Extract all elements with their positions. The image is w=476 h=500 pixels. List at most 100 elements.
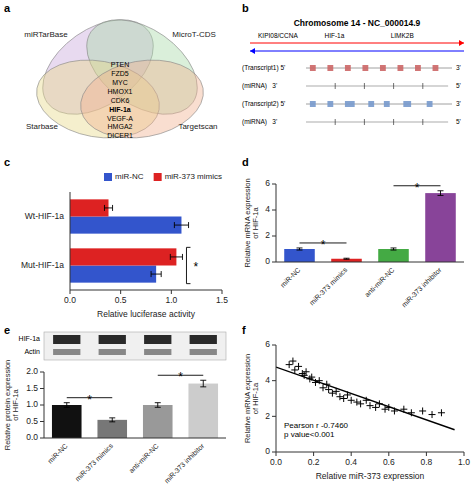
venn-gene: HMOX1 [108, 88, 133, 95]
x-tick-label: 0.0 [64, 295, 76, 305]
x-axis-label: Relative miR-373 expression [316, 471, 425, 481]
strand-arrow [250, 43, 464, 44]
x-tick-label: anti-miR-NC [128, 442, 160, 474]
x-tick-label: 0.6 [383, 457, 395, 467]
row-end-label: 5' [456, 82, 461, 89]
venn-set-label: Targetscan [178, 122, 217, 131]
legend-swatch [154, 173, 162, 181]
error-bar [109, 418, 115, 422]
bar [70, 199, 109, 216]
x-tick-label: 0.5 [115, 295, 127, 305]
scatter-point [357, 400, 364, 407]
row-end-label: 3' [456, 100, 461, 107]
gene-label: LIMK2B [391, 32, 414, 39]
y-axis-line [276, 184, 277, 262]
blot-band [99, 349, 126, 355]
y-tick [40, 388, 44, 389]
gene-label: HIF-1a [324, 32, 344, 39]
exon [310, 65, 316, 71]
x-tick [222, 290, 223, 294]
y-tick-label: 2 [265, 411, 270, 421]
y-tick-label: 2.0 [26, 366, 38, 376]
x-tick-label: 1.0 [165, 295, 177, 305]
y-tick-label: Mut-HIF-1a [21, 260, 64, 270]
y-tick [272, 452, 276, 453]
y-tick-label: 0 [265, 446, 270, 456]
x-tick [464, 452, 465, 456]
bar [52, 405, 82, 438]
x-tick-label: miR-373 mimics [308, 266, 349, 307]
seed-mark [422, 83, 423, 89]
legend-label: miR-NC [115, 172, 144, 181]
y-tick-label: 4 [265, 204, 270, 214]
seed-mark [364, 83, 365, 89]
x-tick-label: anti-miR-NC [363, 266, 395, 298]
blot-label: Actin [24, 348, 40, 355]
x-axis-line [276, 262, 464, 263]
panel-label: f [242, 324, 246, 336]
scatter-point [320, 384, 327, 391]
y-tick-label: 6 [265, 178, 270, 188]
x-tick-label: 0.4 [345, 457, 357, 467]
text-line: p value<0.001 [284, 430, 335, 439]
scatter-point [295, 363, 302, 370]
error-bar [104, 205, 112, 211]
scatter-point [419, 407, 426, 414]
exon [384, 101, 390, 107]
y-tick-label: 1.0 [26, 399, 38, 409]
scatter-point [336, 393, 343, 400]
x-tick-label: miR-NC [46, 442, 69, 465]
scatter-point [303, 368, 310, 375]
bar [378, 249, 409, 262]
x-tick [313, 452, 314, 456]
figure: miRTarBaseMicroT-CDSStarbaseTargetscanPT… [0, 0, 476, 500]
bars [284, 191, 456, 262]
legend: miR-NC miR-373 mimics [104, 172, 222, 181]
error-bar [174, 222, 188, 228]
significance-bracket [186, 247, 190, 283]
error-bar [64, 403, 70, 408]
bar [70, 217, 181, 234]
panel-label: d [242, 156, 249, 168]
x-tick-label: 0.2 [308, 457, 320, 467]
scatter-point [325, 386, 332, 393]
blot-band [53, 349, 80, 355]
row-label: (Transcript1) 5' [242, 64, 285, 72]
error-bar [151, 271, 161, 277]
x-tick [351, 452, 352, 456]
error-bar [170, 254, 182, 260]
legend-label: miR-373 mimics [165, 172, 222, 181]
exon [403, 101, 411, 107]
strand-arrow-head [250, 48, 255, 54]
y-tick-label: 2 [265, 230, 270, 240]
scatter-point [367, 402, 374, 409]
error-bar [200, 380, 206, 387]
blot-band [190, 349, 217, 355]
exon [345, 101, 355, 107]
bar [97, 420, 127, 438]
plot-marks [276, 358, 455, 430]
y-tick [272, 236, 276, 237]
scatter-point [429, 411, 436, 418]
exon [362, 65, 368, 71]
y-axis-label: Relative mRNA expressionof HIF-1a [243, 354, 261, 443]
bar [70, 248, 176, 265]
row-label: (miRNA) 3' [242, 118, 277, 126]
y-tick-label: 0.5 [26, 416, 38, 426]
error-bar [297, 248, 303, 250]
significance-label: * [415, 181, 420, 195]
seed-mark [364, 119, 365, 125]
exon [327, 65, 333, 71]
x-axis-line [44, 438, 226, 439]
y-tick [272, 184, 276, 185]
x-tick [426, 452, 427, 456]
blot-band [144, 349, 171, 355]
x-axis-line [70, 290, 222, 291]
mirna-line [306, 122, 448, 123]
error-bar [344, 258, 350, 259]
scatter-point [353, 399, 360, 406]
venn-set-label: miRTarBase [24, 30, 68, 39]
bar [70, 266, 156, 283]
scatter-point [329, 390, 336, 397]
venn-set [74, 51, 209, 147]
